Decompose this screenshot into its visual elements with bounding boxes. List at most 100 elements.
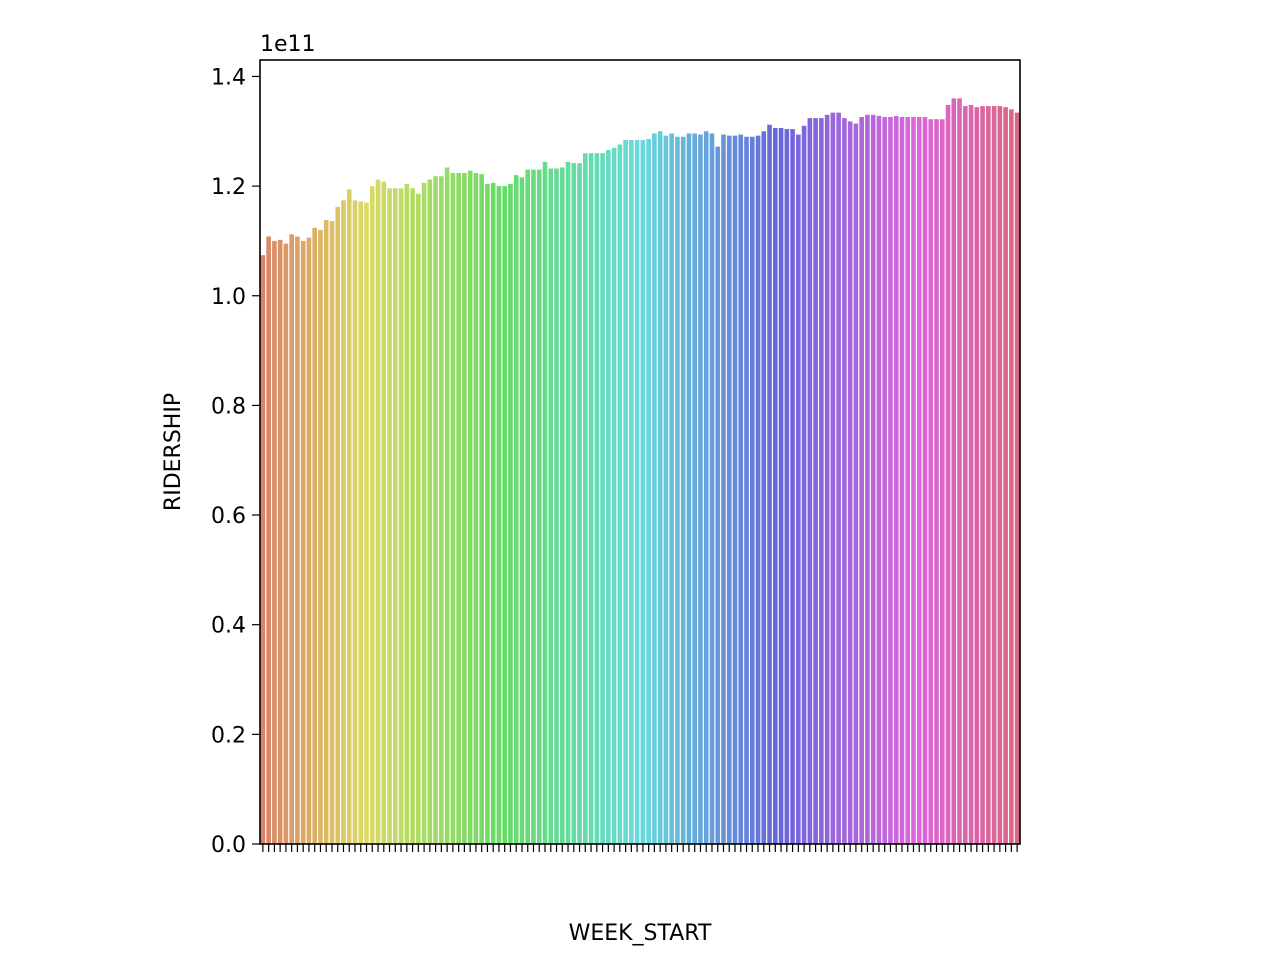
bar (548, 168, 554, 845)
y-tick-label: 0.2 (211, 723, 246, 748)
bar (859, 117, 864, 844)
bar (951, 98, 957, 844)
bar (542, 161, 548, 845)
bar (796, 134, 801, 844)
bar (450, 172, 456, 844)
bar (698, 134, 703, 844)
x-ticks-group (262, 844, 1018, 852)
bar (934, 119, 939, 844)
bar (272, 240, 277, 845)
bar (905, 117, 911, 844)
bar (335, 206, 341, 844)
bar (888, 117, 893, 844)
bar (755, 135, 761, 844)
bar (836, 112, 841, 844)
bar (916, 117, 922, 844)
bar (721, 134, 726, 844)
bar (778, 127, 784, 845)
bar (1003, 107, 1008, 844)
bar (531, 169, 536, 844)
bar (675, 136, 680, 844)
bar (318, 229, 323, 844)
bar (842, 118, 847, 845)
bar (657, 131, 663, 844)
bar (876, 115, 882, 845)
bar (939, 119, 945, 844)
bar (744, 136, 749, 844)
y-tick-label: 0.8 (211, 394, 246, 419)
y-offset-text: 1e11 (260, 32, 316, 57)
y-tick-label: 1.2 (211, 175, 246, 200)
bar (899, 117, 905, 844)
bar (790, 129, 795, 844)
bar (387, 188, 392, 845)
bar (870, 114, 876, 844)
bar (525, 169, 531, 844)
bar (807, 118, 813, 845)
bar (536, 169, 542, 844)
bar (824, 114, 830, 844)
bar (485, 183, 490, 844)
bar (911, 117, 916, 844)
bar (945, 104, 951, 844)
bar (266, 236, 271, 845)
bar (784, 129, 790, 844)
bar (381, 181, 387, 844)
bar (410, 188, 415, 845)
bar (467, 170, 473, 844)
bar (508, 183, 513, 844)
bar (980, 106, 985, 845)
bar (300, 240, 306, 845)
bar (634, 140, 640, 845)
bar (606, 149, 611, 844)
y-tick-label: 1.0 (211, 285, 246, 310)
y-tick-label: 0.0 (211, 833, 246, 858)
bar (663, 135, 669, 844)
bar (306, 237, 312, 844)
bar (882, 117, 887, 844)
bar (433, 176, 438, 845)
bar (680, 136, 686, 844)
bar (692, 133, 697, 845)
bar (439, 176, 444, 845)
bar (295, 236, 300, 845)
bar (853, 123, 859, 845)
bar (375, 179, 381, 844)
bar (502, 186, 507, 845)
bar (519, 177, 525, 844)
bar (761, 131, 767, 844)
bar (473, 172, 479, 844)
bar (928, 119, 934, 844)
bar (444, 167, 450, 844)
bar (1009, 109, 1014, 845)
bar (629, 140, 634, 845)
bar (893, 115, 899, 845)
bar (732, 135, 738, 844)
bar (813, 118, 818, 845)
bar (968, 104, 974, 844)
bar (997, 106, 1003, 845)
bars-group (260, 98, 1020, 845)
bar (652, 133, 657, 845)
bar (611, 147, 617, 845)
bar (456, 172, 461, 844)
bar (865, 114, 870, 844)
bar (640, 140, 646, 845)
bar (963, 106, 968, 845)
bar (773, 127, 778, 845)
bar (703, 131, 709, 844)
bar (767, 124, 772, 844)
bar (819, 118, 824, 845)
bar (583, 153, 588, 844)
bar (738, 134, 744, 844)
bar (490, 182, 496, 844)
bar (571, 163, 577, 844)
bar (709, 133, 715, 845)
bar (404, 183, 410, 844)
bar (346, 189, 352, 844)
bar (617, 144, 623, 844)
x-axis-label: WEEK_START (569, 921, 712, 946)
bar (427, 179, 433, 844)
bar (686, 133, 692, 845)
